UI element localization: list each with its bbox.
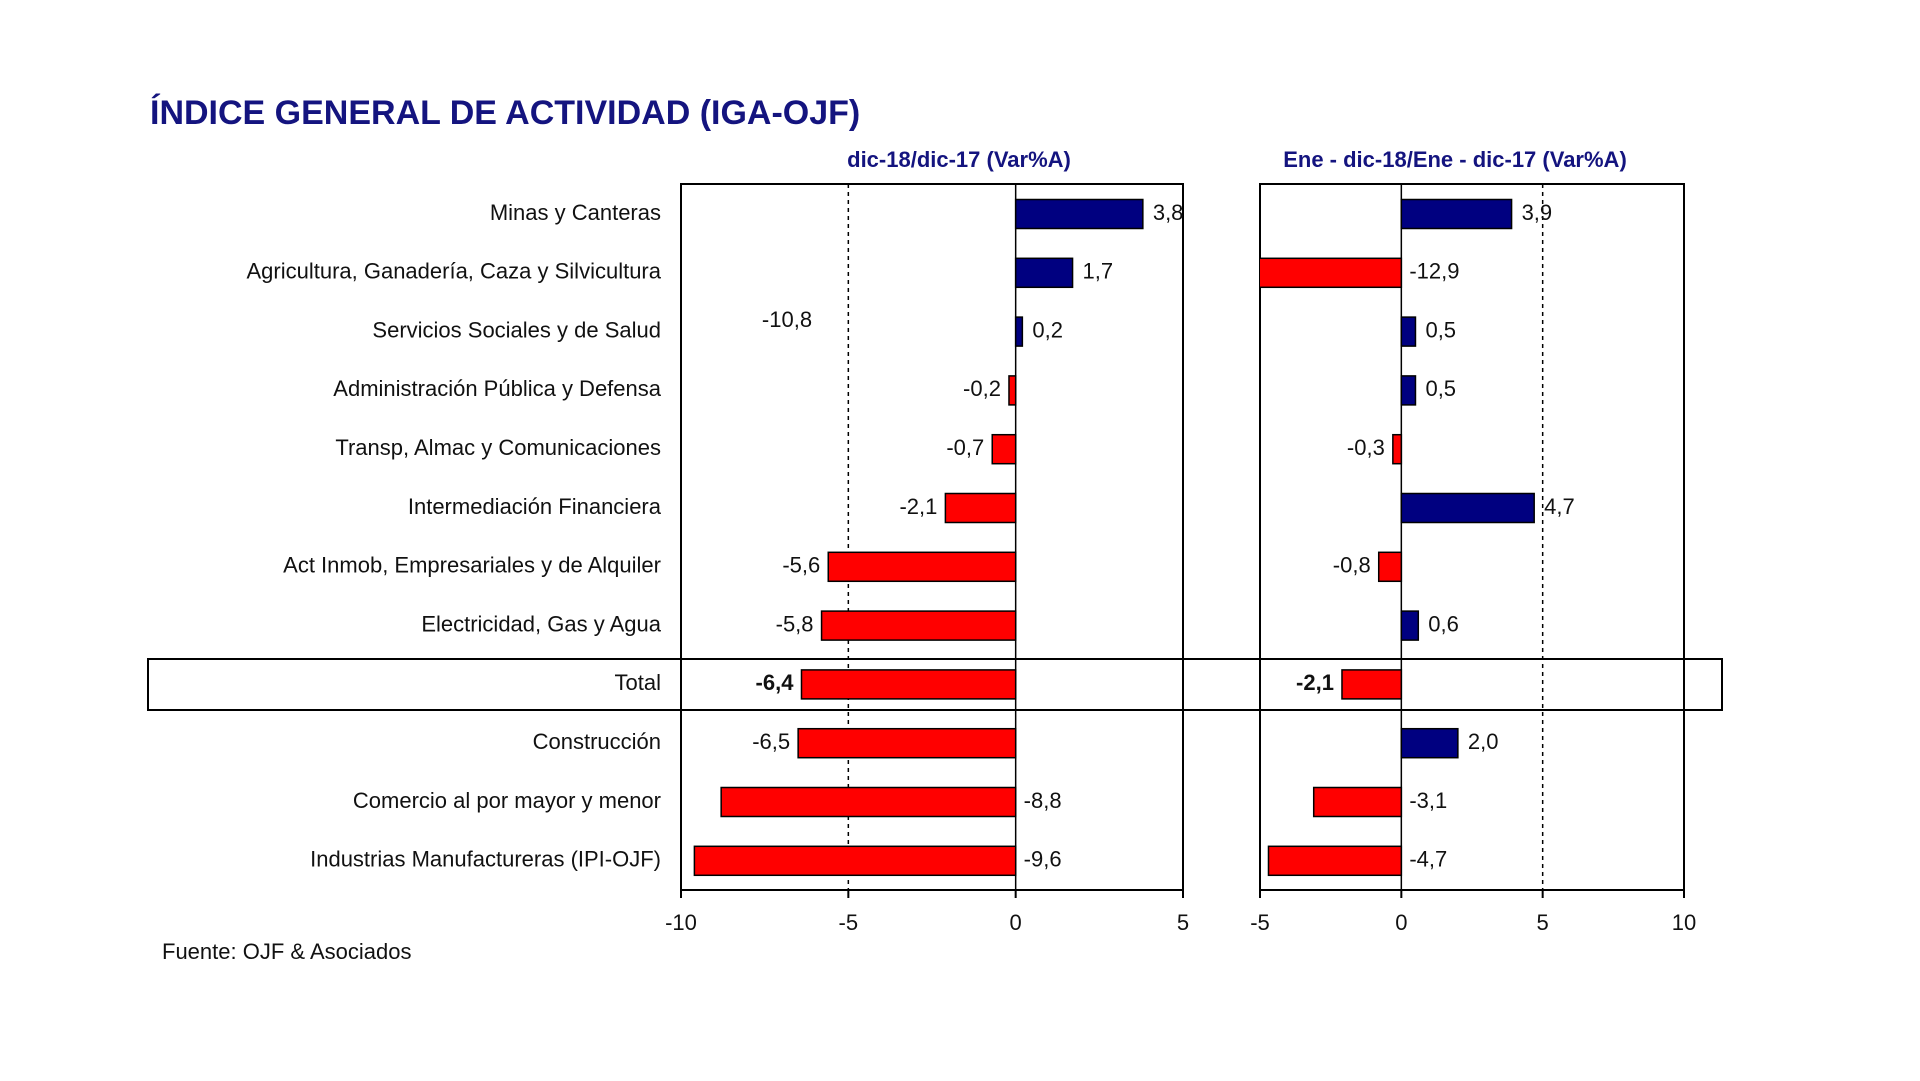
data-label: -2,1 [899, 494, 937, 519]
data-label: -2,1 [1296, 670, 1334, 695]
bar [827, 551, 1017, 583]
category-label: Intermediación Financiera [408, 494, 662, 519]
bar [720, 786, 1017, 818]
category-label: Act Inmob, Empresariales y de Alquiler [283, 553, 661, 578]
bar [1014, 316, 1024, 347]
data-label: -0,2 [963, 376, 1001, 401]
category-label: Total [615, 670, 661, 695]
data-label: -6,5 [752, 729, 790, 754]
x-tick-label: -5 [839, 910, 859, 935]
x-tick-label: 10 [1672, 910, 1696, 935]
data-label: 3,9 [1522, 200, 1553, 225]
category-label: Construcción [533, 729, 661, 754]
bars [1260, 198, 1535, 877]
bar [1400, 316, 1417, 347]
bar [693, 845, 1017, 877]
x-tick-label: 0 [1010, 910, 1022, 935]
data-label: -3,1 [1409, 788, 1447, 813]
bar [991, 433, 1017, 465]
category-label: Minas y Canteras [490, 200, 661, 225]
chart-subtitle: dic-18/dic-17 (Var%A) [847, 147, 1071, 172]
bar [820, 610, 1017, 641]
chart-subtitle: Ene - dic-18/Ene - dic-17 (Var%A) [1283, 147, 1627, 172]
bar [1400, 610, 1420, 641]
category-label: Comercio al por mayor y menor [353, 788, 661, 813]
category-label: Transp, Almac y Comunicaciones [335, 435, 661, 460]
bar [1014, 198, 1144, 230]
bar [1341, 669, 1403, 700]
data-label: -5,6 [782, 553, 820, 578]
x-tick-label: -5 [1250, 910, 1270, 935]
data-label: 0,2 [1032, 317, 1063, 342]
data-label: 1,7 [1083, 259, 1114, 284]
source-note: Fuente: OJF & Asociados [162, 939, 411, 964]
bar [1014, 257, 1074, 289]
category-label: Administración Pública y Defensa [333, 376, 661, 401]
data-label: 0,5 [1425, 376, 1456, 401]
x-tick-label: 5 [1537, 910, 1549, 935]
bar [800, 669, 1017, 700]
bar [1008, 375, 1017, 406]
bars [693, 198, 1144, 877]
bar [797, 727, 1017, 759]
x-tick-label: -10 [665, 910, 697, 935]
data-label: -5,8 [776, 611, 814, 636]
chart-title: ÍNDICE GENERAL DE ACTIVIDAD (IGA-OJF) [150, 94, 860, 132]
data-label: 4,7 [1544, 494, 1575, 519]
bar [1312, 786, 1403, 818]
data-label: -8,8 [1024, 788, 1062, 813]
bar [944, 492, 1017, 524]
category-label: Electricidad, Gas y Agua [421, 611, 661, 636]
data-label: -0,8 [1333, 553, 1371, 578]
bar [1377, 551, 1403, 583]
data-label: -4,7 [1409, 847, 1447, 872]
data-label: -9,6 [1024, 847, 1062, 872]
plot-frame [680, 183, 1184, 891]
category-label: Agricultura, Ganadería, Caza y Silvicult… [246, 259, 661, 284]
bar [1392, 433, 1403, 465]
data-label: -0,3 [1347, 435, 1385, 460]
category-label: Servicios Sociales y de Salud [372, 317, 661, 342]
bar [1260, 257, 1403, 289]
category-label: Industrias Manufactureras (IPI-OJF) [310, 847, 661, 872]
bar [1400, 198, 1513, 230]
bar [1267, 845, 1403, 877]
data-label: 2,0 [1468, 729, 1499, 754]
data-label: -12,9 [1409, 259, 1459, 284]
data-label: 3,8 [1153, 200, 1184, 225]
data-label: -6,4 [756, 670, 795, 695]
x-tick-label: 5 [1177, 910, 1189, 935]
bar [1400, 375, 1417, 406]
annotation: -10,8 [762, 307, 812, 332]
bar [1400, 727, 1459, 759]
data-label: 0,6 [1428, 611, 1459, 636]
total-box [147, 658, 1723, 711]
data-label: -0,7 [946, 435, 984, 460]
plot-frame [1259, 183, 1685, 891]
data-label: 0,5 [1425, 317, 1456, 342]
x-tick-label: 0 [1395, 910, 1407, 935]
bar [1400, 492, 1535, 524]
